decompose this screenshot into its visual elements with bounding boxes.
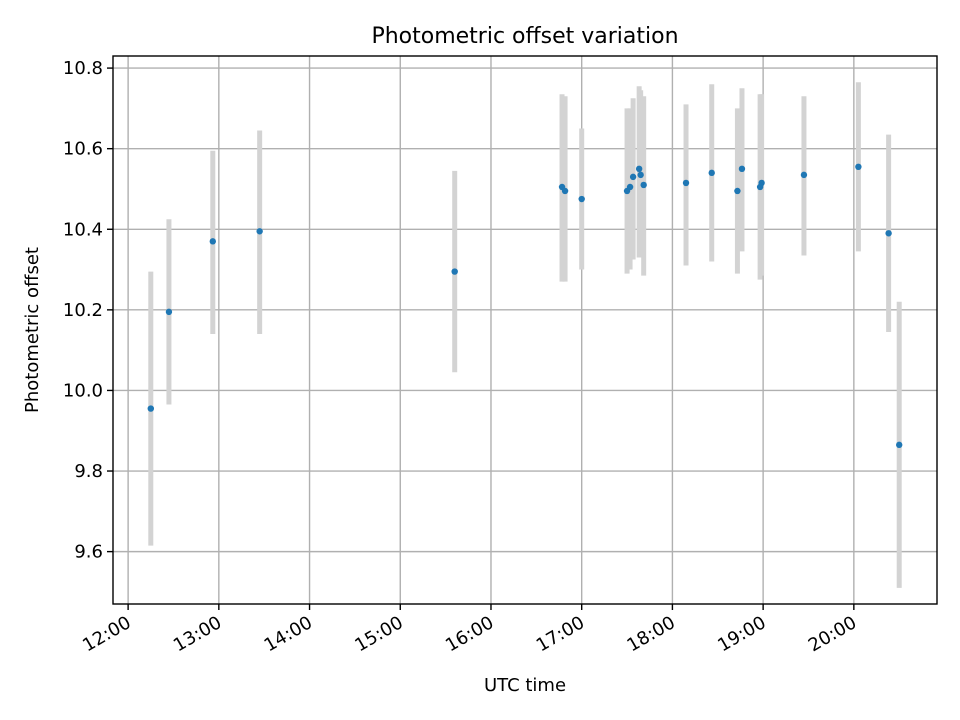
plot-background [113,56,937,604]
y-tick-label: 10.2 [63,300,103,321]
y-tick-label: 10.0 [63,380,103,401]
data-point [738,165,746,173]
x-tick-label: 17:00 [533,612,588,656]
y-tick-label: 10.4 [63,219,103,240]
data-point [626,183,634,191]
y-tick-label: 9.6 [74,542,103,563]
data-point [578,195,585,203]
data-point [165,308,173,316]
y-axis-label: Photometric offset [22,247,43,413]
data-point [896,441,903,449]
data-point [561,187,569,195]
x-tick-label: 15:00 [351,612,406,656]
data-point [637,171,644,179]
data-point [885,230,892,237]
x-tick-label: 12:00 [79,612,134,656]
data-point [209,238,216,245]
data-point [855,163,862,171]
data-point [682,179,690,187]
x-tick-label: 14:00 [261,612,316,656]
x-tick-label: 13:00 [170,612,225,656]
plot-frame [112,55,938,605]
data-points [147,163,903,449]
x-axis-ticks: 12:00 13:00 14:00 15:00 16:00 17:00 18:00 19:00… [79,604,860,656]
data-point [734,187,741,195]
x-tick-label: 18:00 [623,612,678,656]
data-point [800,171,808,179]
chart-title: Photometric offset variation [371,24,678,49]
data-point [758,179,765,187]
x-tick-label: 20:00 [805,612,860,656]
data-point [635,165,643,173]
y-axis-ticks: 9.6 9.8 10.0 10.2 10.4 10.6 10.8 [63,58,113,563]
data-point [147,405,154,412]
y-tick-label: 10.8 [63,58,103,79]
data-point [256,228,263,235]
data-point [451,268,458,275]
x-tick-label: 16:00 [442,612,497,656]
x-axis-label: UTC time [484,675,566,696]
x-tick-label: 19:00 [714,612,769,656]
y-tick-label: 10.6 [63,139,103,160]
y-tick-label: 9.8 [74,461,103,482]
data-point [629,173,637,181]
data-point [708,169,715,177]
data-point [640,181,647,189]
